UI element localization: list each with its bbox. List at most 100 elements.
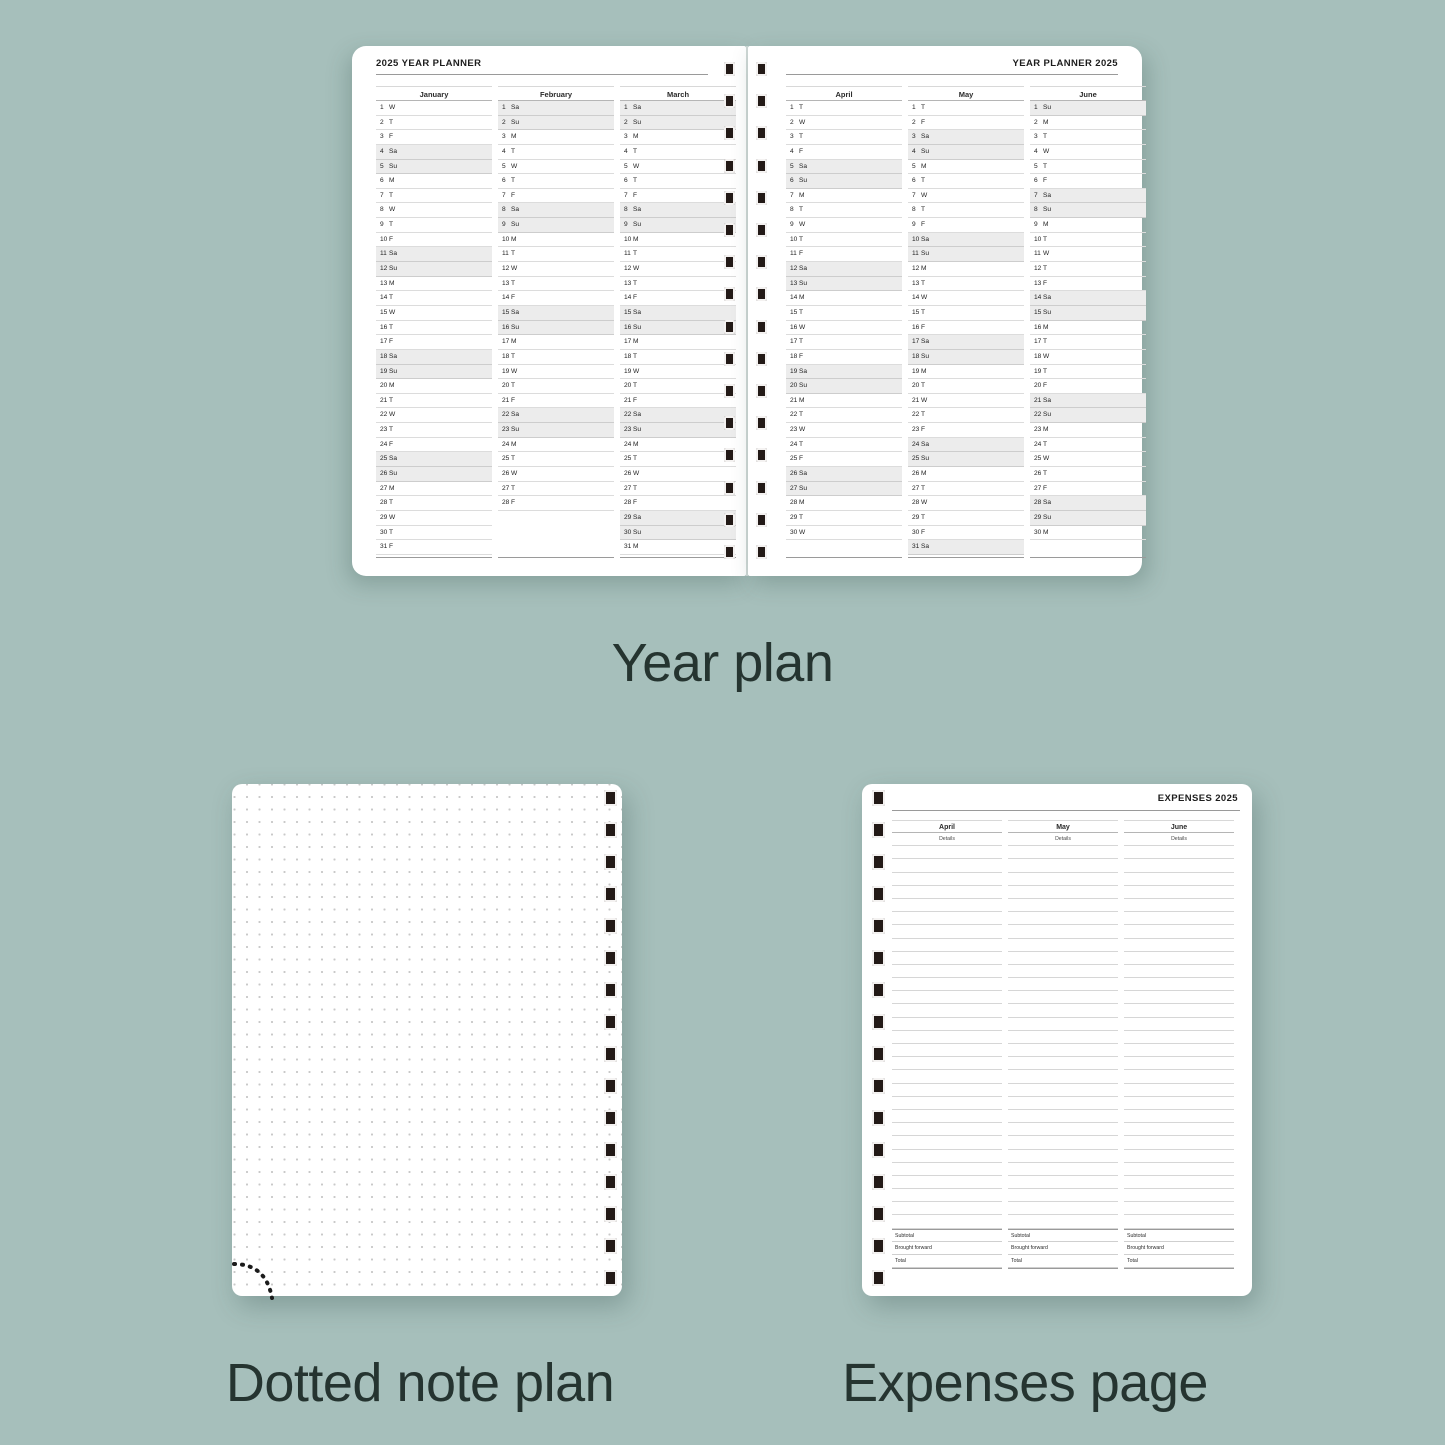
expenses-entry-row[interactable] bbox=[892, 1031, 1002, 1044]
expenses-entry-row[interactable] bbox=[1008, 1123, 1118, 1137]
day-row[interactable]: 17 M bbox=[498, 335, 614, 350]
expenses-entry-row[interactable] bbox=[1124, 952, 1234, 965]
expenses-entry-row[interactable] bbox=[1124, 1110, 1234, 1124]
day-row[interactable]: 2 Su bbox=[620, 115, 736, 131]
expenses-entry-row[interactable] bbox=[1008, 1004, 1118, 1018]
day-row[interactable]: 14 Sa bbox=[1030, 291, 1146, 306]
day-row[interactable]: 14 W bbox=[908, 291, 1024, 306]
day-row[interactable]: 17 Sa bbox=[908, 335, 1024, 350]
expenses-entry-row[interactable] bbox=[1124, 1097, 1234, 1110]
day-row[interactable]: 20 T bbox=[498, 379, 614, 394]
day-row[interactable]: 16 M bbox=[1030, 321, 1146, 336]
day-row[interactable]: 27 F bbox=[1030, 482, 1146, 497]
expenses-entry-row[interactable] bbox=[1008, 1202, 1118, 1216]
expenses-entry-row[interactable] bbox=[1124, 925, 1234, 939]
expenses-entry-row[interactable] bbox=[892, 1084, 1002, 1097]
expenses-entry-row[interactable] bbox=[1008, 991, 1118, 1005]
day-row[interactable]: 28 T bbox=[376, 496, 492, 511]
expenses-entry-row[interactable] bbox=[1008, 912, 1118, 926]
day-row[interactable]: 18 T bbox=[620, 350, 736, 365]
expenses-entry-row[interactable] bbox=[1008, 939, 1118, 952]
day-row[interactable]: 20 T bbox=[620, 379, 736, 394]
day-row[interactable]: 15 W bbox=[376, 306, 492, 321]
day-row[interactable]: 18 F bbox=[786, 350, 902, 365]
day-row[interactable]: 28 W bbox=[908, 496, 1024, 511]
day-row[interactable]: 28 M bbox=[786, 496, 902, 511]
expenses-entry-row[interactable] bbox=[1008, 1150, 1118, 1163]
expenses-entry-row[interactable] bbox=[1008, 1018, 1118, 1031]
day-row[interactable]: 30 M bbox=[1030, 526, 1146, 541]
day-row[interactable]: 26 W bbox=[620, 467, 736, 482]
day-row[interactable]: 25 T bbox=[620, 452, 736, 468]
day-row[interactable]: 29 Sa bbox=[620, 510, 736, 526]
day-row[interactable]: 17 T bbox=[786, 335, 902, 350]
expenses-entry-row[interactable] bbox=[1008, 1110, 1118, 1124]
day-row[interactable]: 10 T bbox=[1030, 233, 1146, 248]
day-row[interactable]: 19 Su bbox=[376, 364, 492, 380]
day-row[interactable]: 13 T bbox=[498, 277, 614, 292]
day-row[interactable]: 24 Sa bbox=[908, 437, 1024, 453]
expenses-entry-row[interactable] bbox=[1008, 1189, 1118, 1203]
day-row[interactable]: 25 W bbox=[1030, 452, 1146, 468]
day-row[interactable]: 13 M bbox=[376, 277, 492, 292]
day-row[interactable]: 11 T bbox=[498, 247, 614, 263]
expenses-entry-row[interactable] bbox=[1008, 1097, 1118, 1110]
day-row[interactable]: 23 Su bbox=[498, 423, 614, 438]
day-row[interactable]: 30 T bbox=[376, 526, 492, 541]
day-row[interactable]: 22 T bbox=[786, 408, 902, 424]
day-row[interactable]: 4 Su bbox=[908, 144, 1024, 160]
expenses-entry-row[interactable] bbox=[892, 912, 1002, 926]
expenses-entry-row[interactable] bbox=[892, 1202, 1002, 1216]
day-row[interactable]: 11 Su bbox=[908, 247, 1024, 263]
day-row[interactable]: 21 W bbox=[908, 394, 1024, 409]
day-row[interactable]: 23 M bbox=[1030, 423, 1146, 438]
expenses-entry-row[interactable] bbox=[892, 1123, 1002, 1137]
day-row[interactable]: 14 T bbox=[376, 291, 492, 306]
expenses-summary-row[interactable]: Brought forward bbox=[1124, 1242, 1234, 1255]
expenses-entry-row[interactable] bbox=[1008, 952, 1118, 965]
expenses-entry-row[interactable] bbox=[892, 1110, 1002, 1124]
expenses-entry-row[interactable] bbox=[1008, 1084, 1118, 1097]
expenses-entry-row[interactable] bbox=[1124, 912, 1234, 926]
expenses-entry-row[interactable] bbox=[892, 1189, 1002, 1203]
expenses-entry-row[interactable] bbox=[892, 873, 1002, 886]
expenses-summary-row[interactable]: Subtotal bbox=[1008, 1228, 1118, 1242]
expenses-summary-row[interactable]: Brought forward bbox=[1008, 1242, 1118, 1255]
expenses-entry-row[interactable] bbox=[1124, 1136, 1234, 1150]
day-row[interactable]: 14 M bbox=[786, 291, 902, 306]
day-row[interactable]: 5 Sa bbox=[786, 159, 902, 175]
day-row[interactable]: 23 T bbox=[376, 423, 492, 438]
day-row[interactable]: 22 Sa bbox=[620, 408, 736, 424]
day-row[interactable]: 27 Su bbox=[786, 481, 902, 497]
day-row[interactable]: 27 T bbox=[908, 482, 1024, 497]
day-row[interactable]: 19 M bbox=[908, 365, 1024, 380]
day-row[interactable]: 12 Su bbox=[376, 262, 492, 277]
expenses-entry-row[interactable] bbox=[1124, 1163, 1234, 1176]
day-row[interactable]: 10 M bbox=[620, 233, 736, 248]
day-row[interactable]: 16 Su bbox=[620, 320, 736, 336]
expenses-entry-row[interactable] bbox=[1124, 1150, 1234, 1163]
expenses-entry-row[interactable] bbox=[1008, 859, 1118, 873]
expenses-summary-row[interactable]: Total bbox=[1008, 1255, 1118, 1269]
expenses-entry-row[interactable] bbox=[892, 1070, 1002, 1084]
day-row[interactable]: 28 F bbox=[498, 496, 614, 511]
day-row[interactable]: 18 W bbox=[1030, 350, 1146, 365]
expenses-entry-row[interactable] bbox=[892, 925, 1002, 939]
day-row[interactable]: 16 W bbox=[786, 321, 902, 336]
expenses-entry-row[interactable] bbox=[1124, 1215, 1234, 1229]
expenses-entry-row[interactable] bbox=[1008, 925, 1118, 939]
day-row[interactable]: 18 T bbox=[498, 350, 614, 365]
expenses-entry-row[interactable] bbox=[1124, 991, 1234, 1005]
day-row[interactable]: 22 W bbox=[376, 408, 492, 424]
day-row[interactable]: 22 T bbox=[908, 408, 1024, 424]
